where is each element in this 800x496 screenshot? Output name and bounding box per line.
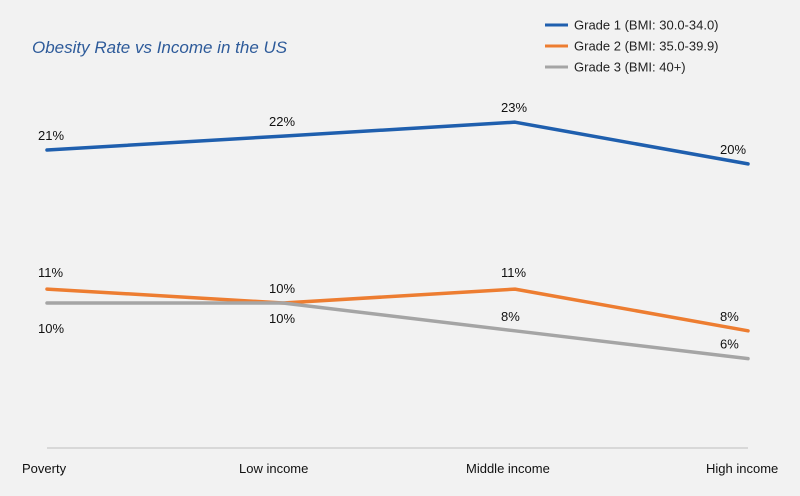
legend: Grade 1 (BMI: 30.0-34.0) Grade 2 (BMI: 35… [545, 18, 719, 75]
data-label-s1-2: 22% [269, 114, 295, 129]
x-tick-label-4: High income [706, 461, 778, 476]
data-label-s2-2: 10% [269, 281, 295, 296]
data-label-s2-1: 11% [38, 265, 63, 280]
series-layer: 21% 22% 23% 20% 11% 10% 11% 8% 10% 10% 8% 6% [38, 100, 750, 361]
series-line-3 [45, 301, 750, 361]
legend-label-1: Grade 1 (BMI: 30.0-34.0) [574, 18, 719, 33]
data-label-s3-2: 10% [269, 311, 295, 326]
x-tick-label-3: Middle income [466, 461, 550, 476]
x-tick-label-2: Low income [239, 461, 308, 476]
chart-title: Obesity Rate vs Income in the US [32, 38, 288, 57]
data-label-s3-4: 6% [720, 337, 739, 352]
x-axis-ticks: Poverty Low income Middle income High incom… [22, 461, 778, 476]
data-label-s2-4: 8% [720, 309, 739, 324]
series-line-1 [45, 120, 750, 166]
series-line-2 [45, 287, 750, 333]
data-label-s3-1: 10% [38, 321, 64, 336]
legend-label-3: Grade 3 (BMI: 40+) [574, 60, 686, 75]
data-label-s1-4: 20% [720, 142, 746, 157]
data-label-s1-1: 21% [38, 128, 64, 143]
x-tick-label-1: Poverty [22, 461, 67, 476]
data-label-s1-3: 23% [501, 100, 527, 115]
data-label-s2-3: 11% [501, 265, 526, 280]
legend-label-2: Grade 2 (BMI: 35.0-39.9) [574, 39, 719, 54]
data-label-s3-3: 8% [501, 309, 520, 324]
